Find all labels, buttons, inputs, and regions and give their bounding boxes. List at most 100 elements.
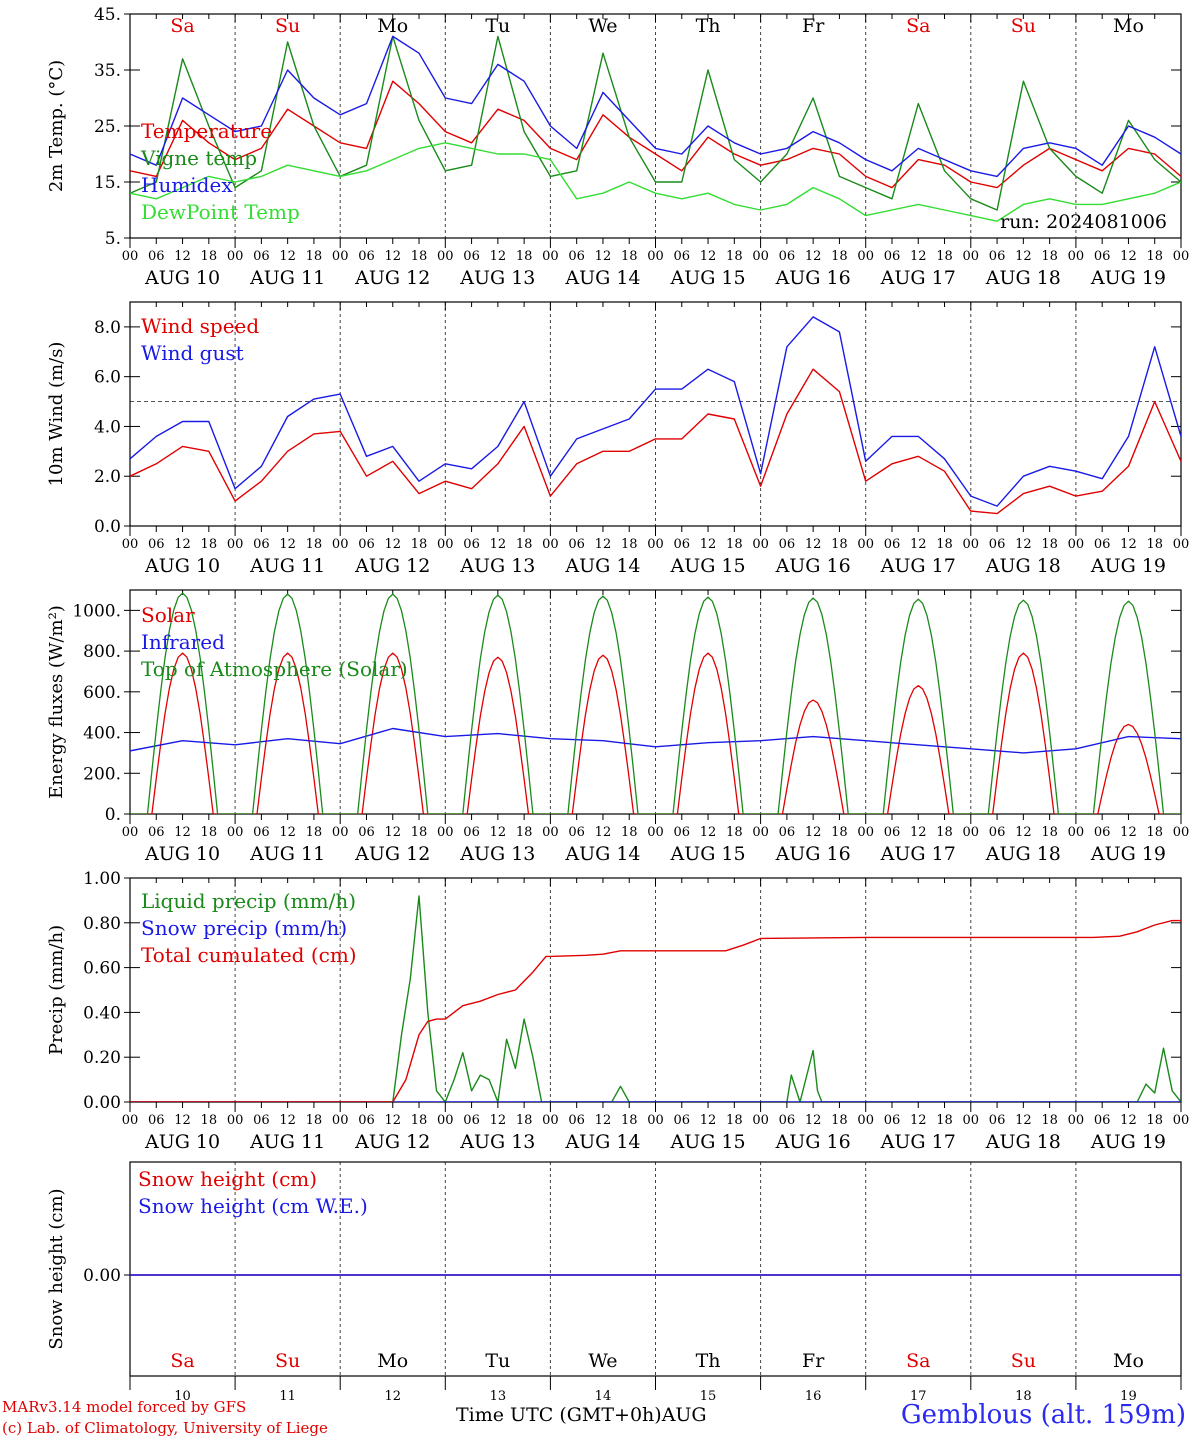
- x-hour-label: 06: [884, 1113, 901, 1128]
- x-hour-label: 12: [595, 825, 612, 840]
- y-axis-label: 2m Temp. (°C): [46, 60, 67, 192]
- x-date-label: AUG 13: [459, 1131, 535, 1153]
- day-name-label: Su: [1011, 1350, 1036, 1372]
- y-tick-label: 8.0: [94, 318, 121, 338]
- x-date-label: AUG 15: [669, 555, 745, 577]
- x-hour-label: 00: [227, 1113, 244, 1128]
- x-hour-label: 18: [621, 1113, 638, 1128]
- x-hour-label: 00: [963, 249, 980, 264]
- x-hour-label: 00: [752, 1113, 769, 1128]
- x-hour-label: 18: [726, 825, 743, 840]
- day-name-label: Sa: [170, 1350, 194, 1372]
- x-hour-label: 00: [542, 1113, 559, 1128]
- x-hour-label: 00: [857, 1113, 874, 1128]
- series-liquid-precip-mm-h: [130, 895, 1181, 1102]
- x-hour-label: 18: [201, 249, 218, 264]
- x-hour-label: 12: [279, 249, 296, 264]
- x-date-label: AUG 10: [144, 843, 220, 865]
- x-hour-label: 12: [700, 537, 717, 552]
- y-tick-label: 25.: [94, 117, 121, 137]
- x-hour-label: 18: [1041, 249, 1058, 264]
- x-date-label: AUG 17: [880, 555, 956, 577]
- x-hour-label: 06: [253, 1113, 270, 1128]
- day-name-label: Su: [275, 15, 300, 37]
- x-hour-label: 18: [306, 249, 323, 264]
- x-hour-label: 18: [1146, 537, 1163, 552]
- x-axis-title: Time UTC (GMT+0h)AUG: [456, 1404, 707, 1426]
- day-name-label: We: [588, 15, 617, 37]
- lab-credit: (c) Lab. of Climatology, University of L…: [2, 1419, 328, 1437]
- x-hour-label: 12: [1120, 1113, 1137, 1128]
- x-date-label: AUG 18: [985, 843, 1061, 865]
- x-hour-label: 00: [122, 249, 139, 264]
- x-hour-label: 12: [700, 249, 717, 264]
- x-hour-label: 00: [647, 249, 664, 264]
- x-hour-label: 18: [1041, 825, 1058, 840]
- x-hour-label: 00: [752, 825, 769, 840]
- x-hour-label: 12: [279, 1113, 296, 1128]
- x-hour-label: 12: [1120, 537, 1137, 552]
- x-date-label: AUG 15: [669, 267, 745, 289]
- x-hour-label: 18: [936, 537, 953, 552]
- day-name-label: Mo: [377, 15, 408, 37]
- x-hour-label: 06: [253, 537, 270, 552]
- y-tick-label: 0.00: [83, 1093, 121, 1113]
- y-tick-label: 1000.: [72, 601, 121, 621]
- x-hour-label: 00: [647, 1113, 664, 1128]
- x-date-label: AUG 18: [985, 555, 1061, 577]
- x-hour-label: 06: [989, 537, 1006, 552]
- run-annotation: run: 2024081006: [1000, 211, 1167, 233]
- x-hour-label: 00: [1173, 249, 1190, 264]
- x-date-label: AUG 19: [1090, 267, 1166, 289]
- x-hour-label: 12: [384, 537, 401, 552]
- day-name-label: Tu: [485, 1350, 510, 1372]
- day-name-label: Sa: [906, 1350, 930, 1372]
- x-hour-label: 12: [1015, 537, 1032, 552]
- y-tick-label: 0.: [105, 805, 121, 825]
- x-hour-label: 18: [831, 537, 848, 552]
- panel-2: 0.0 2.0 4.0 6.0 8.0 10m Wind (m/s) 00 06 12 18 00 0…: [46, 301, 1189, 577]
- x-hour-label: 06: [1094, 1113, 1111, 1128]
- y-tick-label: 1.00: [83, 869, 121, 889]
- x-day-number: 16: [805, 1389, 822, 1404]
- y-tick-label: 0.20: [83, 1048, 121, 1068]
- x-hour-label: 00: [857, 537, 874, 552]
- day-name-label: Mo: [1113, 1350, 1144, 1372]
- series-group: [130, 592, 1181, 814]
- x-date-label: AUG 14: [564, 267, 640, 289]
- x-hour-label: 06: [358, 825, 375, 840]
- x-hour-label: 06: [989, 1113, 1006, 1128]
- x-hour-label: 12: [805, 1113, 822, 1128]
- x-hour-label: 00: [332, 1113, 349, 1128]
- x-day-number: 12: [384, 1389, 401, 1404]
- x-hour-label: 00: [437, 1113, 454, 1128]
- x-hour-label: 00: [332, 825, 349, 840]
- series-temperature: [130, 80, 1181, 189]
- x-date-label: AUG 12: [354, 1131, 430, 1153]
- x-date-label: AUG 15: [669, 1131, 745, 1153]
- x-hour-label: 06: [253, 825, 270, 840]
- x-hour-label: 12: [1015, 825, 1032, 840]
- x-hour-label: 18: [411, 249, 428, 264]
- x-hour-label: 06: [568, 825, 585, 840]
- x-hour-label: 12: [910, 249, 927, 264]
- x-day-number: 13: [490, 1389, 507, 1404]
- panel-4: 0.00 0.20 0.40 0.60 0.80 1.00 Precip (mm/h) 00 0…: [46, 869, 1189, 1153]
- y-axis-label: Snow height (cm): [46, 1188, 67, 1349]
- x-date-label: AUG 14: [564, 555, 640, 577]
- x-hour-label: 06: [674, 249, 691, 264]
- x-date-label: AUG 16: [775, 267, 851, 289]
- x-hour-label: 06: [884, 537, 901, 552]
- x-hour-label: 18: [201, 825, 218, 840]
- x-hour-label: 06: [779, 537, 796, 552]
- x-date-label: AUG 19: [1090, 1131, 1166, 1153]
- series-humidex: [130, 35, 1181, 178]
- x-hour-label: 12: [910, 825, 927, 840]
- x-hour-label: 12: [1015, 249, 1032, 264]
- x-hour-label: 18: [726, 1113, 743, 1128]
- x-hour-label: 12: [805, 249, 822, 264]
- day-name-label: We: [588, 1350, 617, 1372]
- x-hour-label: 18: [411, 1113, 428, 1128]
- legend-series-dewpoint-temp: DewPoint Temp: [141, 200, 300, 224]
- x-day-number: 10: [174, 1389, 191, 1404]
